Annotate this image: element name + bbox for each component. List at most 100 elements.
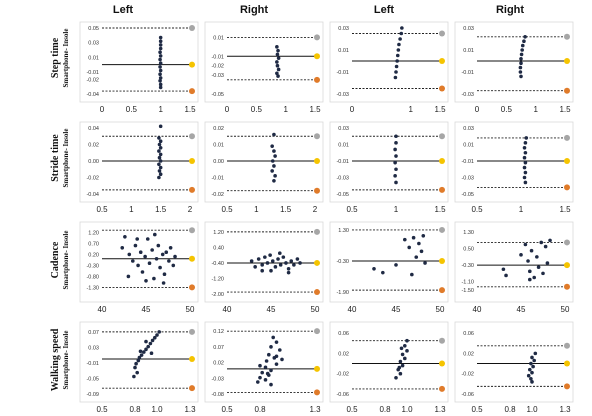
data-point [158,172,163,176]
panel-frame [204,121,324,203]
data-point [157,136,161,140]
data-point [522,39,526,43]
lower-loa-marker [189,88,195,95]
data-point [529,248,534,253]
data-point [276,67,281,72]
x-tick-label: 1.5 [434,105,446,114]
mean-marker [314,365,320,372]
x-tick-label: 1.3 [184,405,196,414]
data-point [157,169,162,173]
data-point [145,237,150,241]
data-point [153,335,157,340]
x-tick-label: 0 [225,105,230,114]
panel-r1-c3: 0.03 0.01 -0.01 -0.03 -0.05 0.5 1 1.5 [454,121,574,214]
data-point [275,60,279,64]
mean-marker [439,360,445,367]
y-tick-label: 0.01 [463,143,474,149]
mean-marker [439,158,445,164]
data-point [136,263,140,268]
y-tick-label: 0.06 [463,331,474,337]
data-point [158,124,163,129]
x-tick-label: 1 [408,105,413,114]
x-tick-label: 1.3 [309,405,321,414]
row-subtitle-cadence: Smartphone- Insole [62,231,70,290]
row-title-cadence: Cadence [50,241,61,278]
x-tick-label: 0.8 [129,405,141,414]
upper-loa-marker [314,133,320,140]
data-point [134,361,138,366]
upper-loa-marker [439,226,445,233]
data-point [522,165,527,170]
panel-r2-c1: 1.20 0.40 -0.40 -1.20 -2.00 40 45 50 [204,221,324,314]
data-point [156,243,161,248]
x-tick-label: 50 [436,305,445,314]
y-tick-label: 0.02 [463,351,474,357]
data-point [395,53,400,58]
y-tick-label: 0.00 [88,159,99,165]
data-point [530,380,534,384]
data-point [504,273,508,278]
data-point [393,75,398,80]
data-point [281,255,286,259]
data-point [394,154,398,158]
y-tick-label: 0.04 [88,126,99,132]
column-title-left-1: Left [113,4,134,16]
data-point [161,281,166,285]
data-point [138,250,143,254]
data-point [147,261,152,265]
upper-loa-marker [439,337,445,344]
x-tick-label: 45 [392,305,401,314]
y-tick-label: 0.02 [213,126,224,132]
data-point [524,136,529,140]
lower-loa-marker [564,87,570,94]
y-tick-label: -0.03 [461,92,474,98]
data-point [137,355,142,360]
data-point [265,261,270,265]
mean-marker [314,53,320,60]
data-point [152,276,156,281]
data-point [541,271,545,276]
data-point [275,52,280,57]
data-point [272,164,276,168]
data-point [533,351,538,356]
y-tick-label: -0.02 [461,372,474,378]
data-point [276,257,280,261]
y-tick-label: -0.30 [86,263,99,269]
data-point [171,263,176,268]
y-tick-label: -0.80 [86,274,99,280]
data-point [410,272,414,277]
x-tick-label: 2 [313,205,318,214]
data-point [536,265,541,269]
data-point [397,42,401,47]
data-point [144,339,148,344]
data-point [158,76,163,80]
y-tick-label: 0.01 [338,48,349,54]
x-tick-label: 0.5 [221,405,233,414]
data-point [395,59,399,63]
panel-r0-c0: 0.05 0.03 0.01 -0.01-0.02 -0.04 0 0.5 1 1.5 [79,21,199,114]
data-point [523,35,527,39]
data-point [168,246,173,250]
x-tick-label: 40 [223,305,232,314]
lower-loa-marker [314,187,320,194]
y-tick-label: 1.20 [213,230,224,236]
y-tick-label: -2.00 [211,292,224,298]
lower-loa-marker [564,283,570,290]
data-point [519,253,523,257]
data-point [531,364,535,369]
data-point [530,355,534,360]
data-point [528,277,532,282]
x-tick-label: 40 [473,305,482,314]
y-tick-label: 0.12 [213,329,224,335]
data-point [394,141,398,145]
x-tick-label: 0.5 [346,405,358,414]
data-point [158,165,163,170]
y-tick-label: -0.01 [86,361,99,367]
data-point [414,255,419,259]
row-title-walking-speed: Walking speed [50,328,61,391]
data-point [138,349,143,354]
y-tick-label: 0.00 [213,159,224,165]
row-titles: Step time Smartphone- Insole Stride time… [50,29,70,392]
y-tick-label: 0.20 [88,252,99,258]
y-tick-label: -0.06 [336,392,349,398]
